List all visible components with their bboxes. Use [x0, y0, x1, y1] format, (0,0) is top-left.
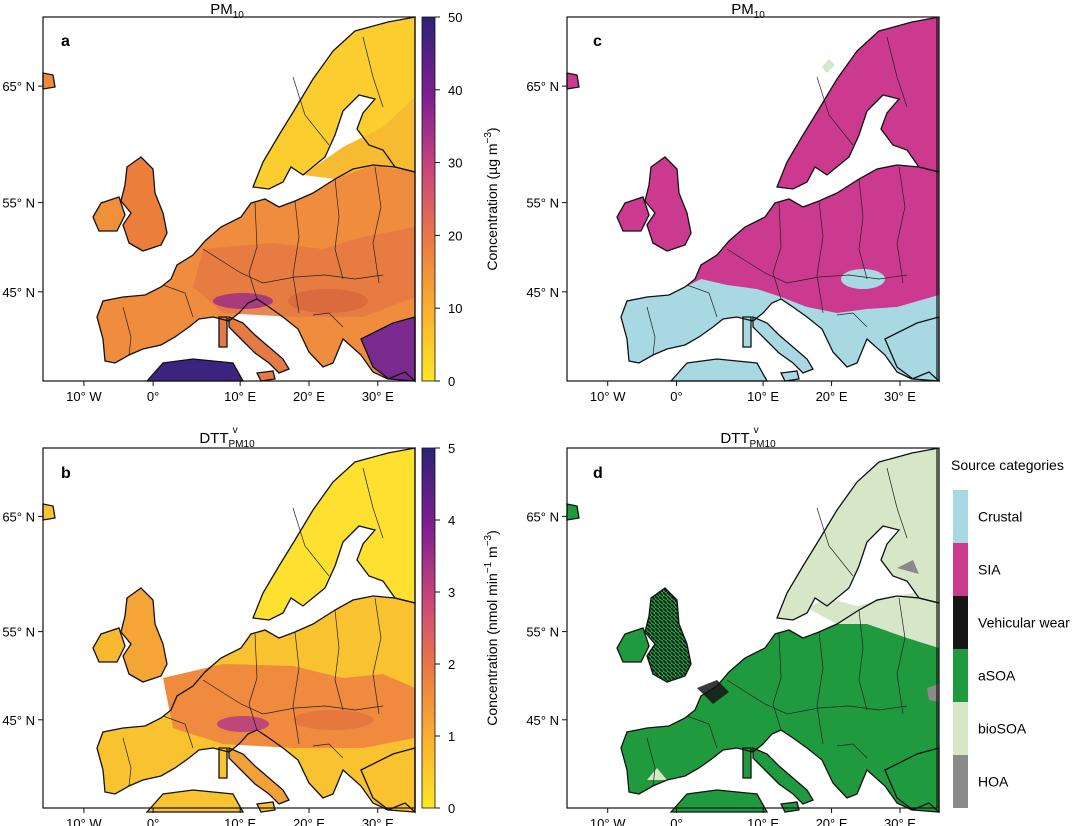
legend-label: Crustal [978, 509, 1022, 525]
colorbar-tick-label: 3 [448, 585, 455, 600]
lat-tick-label-c: 65° N [526, 79, 559, 94]
legend-swatch-sia [953, 543, 968, 596]
lon-tick-label-b: 20° E [293, 816, 325, 826]
lat-tick-label-a: 55° N [2, 196, 35, 211]
map-body-a [43, 17, 415, 381]
legend-title: Source categories [951, 457, 1064, 473]
legend-swatch-crustal [953, 490, 968, 543]
legend-items: Crustal SIA Vehicular wear aSOA bioSOA HOA [953, 490, 1070, 808]
colorbar-pm10-ticks: 0 10 20 30 40 50 [435, 10, 462, 389]
lat-tick-label-a: 65° N [2, 79, 35, 94]
lon-tick-label-b: 30° E [362, 816, 394, 826]
legend-label: bioSOA [978, 721, 1027, 737]
colorbar-tick-label: 2 [448, 657, 455, 672]
map-panel-c: PM10 c [567, 1, 939, 381]
panel-a-title: PM10 [210, 1, 244, 21]
lon-tick-label-a: 20° E [293, 389, 325, 404]
panel-b-title: DTTPM10v [199, 425, 255, 450]
lon-tick-label-a: 30° E [362, 389, 394, 404]
lon-tick-label-a: 0° [147, 389, 159, 404]
legend-swatch-hoa [953, 755, 968, 808]
lat-tick-label-b: 65° N [2, 509, 35, 524]
lat-tick-label-b: 55° N [2, 625, 35, 640]
lat-tick-label-d: 55° N [526, 625, 559, 640]
colorbar-dtt-ramp [421, 447, 436, 809]
map-frame-a [42, 16, 416, 382]
map-panel-b: DTTPM10v b [43, 425, 415, 812]
colorbar-tick-label: 5 [448, 441, 455, 456]
lon-tick-label-c: 20° E [816, 389, 848, 404]
lat-tick-label-c: 45° N [526, 285, 559, 300]
map-frame-b [42, 447, 416, 809]
panel-letter-d: d [593, 465, 603, 482]
panel-d-title: DTTPM10v [720, 425, 776, 450]
lon-tick-label-d: 30° E [884, 816, 916, 826]
lat-tick-label-b: 45° N [2, 713, 35, 728]
map-panel-d: DTTPM10v d [567, 425, 939, 812]
lon-tick-label-b: 10° W [66, 816, 102, 826]
lon-tick-label-b: 10° E [224, 816, 256, 826]
map-panel-a: PM10 a [43, 1, 415, 381]
lon-tick-label-a: 10° W [66, 389, 102, 404]
axis-ticks: 10° W 0° 10° E 20° E 30° E65° N55° N45° N10°… [2, 79, 916, 826]
lat-tick-label-d: 45° N [526, 713, 559, 728]
legend-label: SIA [978, 562, 1001, 578]
map-body-d [567, 448, 939, 812]
map-frame-d [566, 447, 938, 809]
colorbar-pm10-ramp [421, 16, 436, 382]
colorbar-tick-label: 0 [448, 374, 455, 389]
lon-tick-label-d: 0° [670, 816, 682, 826]
lon-tick-label-d: 20° E [816, 816, 848, 826]
legend-label: HOA [978, 774, 1009, 790]
lon-tick-label-a: 10° E [224, 389, 256, 404]
panel-letter-b: b [61, 465, 71, 482]
legend-label: Vehicular wear [978, 615, 1070, 631]
lon-tick-label-c: 10° E [747, 389, 779, 404]
legend-swatch-biosoa [953, 702, 968, 755]
colorbar-tick-label: 50 [448, 10, 462, 25]
panel-c-title: PM10 [731, 1, 765, 21]
lon-tick-label-c: 0° [670, 389, 682, 404]
colorbar-tick-label: 10 [448, 301, 462, 316]
legend-swatch-vehicular-wear [953, 596, 968, 649]
lon-tick-label-c: 10° W [590, 389, 626, 404]
colorbar-tick-label: 4 [448, 513, 455, 528]
colorbar-dtt-ticks: 0 1 2 3 4 5 [435, 441, 455, 816]
colorbar-tick-label: 0 [448, 801, 455, 816]
panel-letter-a: a [61, 33, 70, 50]
legend-label: aSOA [978, 668, 1016, 684]
colorbar-dtt-label: Concentration (nmol min−1 m−3) [483, 530, 500, 726]
lon-tick-label-c: 30° E [884, 389, 916, 404]
map-body-c [567, 17, 939, 381]
lat-tick-label-a: 45° N [2, 285, 35, 300]
map-frame-c [566, 16, 938, 382]
lon-tick-label-d: 10° W [590, 816, 626, 826]
lon-tick-label-d: 10° E [747, 816, 779, 826]
colorbar-tick-label: 1 [448, 729, 455, 744]
colorbar-tick-label: 30 [448, 156, 462, 171]
legend-swatch-asoa [953, 649, 968, 702]
panel-letter-c: c [593, 33, 602, 50]
colorbar-tick-label: 20 [448, 228, 462, 243]
map-body-b [43, 448, 415, 812]
lat-tick-label-c: 55° N [526, 196, 559, 211]
lon-tick-label-b: 0° [147, 816, 159, 826]
source-legend: Source categories Crustal SIA Vehicular we… [951, 457, 1070, 808]
colorbar-tick-label: 40 [448, 83, 462, 98]
colorbar-pm10: 0 10 20 30 40 50 Concentration (µg m−3) [421, 10, 500, 389]
colorbar-dtt: 0 1 2 3 4 5 Concentration (nmol min−1 m−3) [421, 441, 500, 816]
lat-tick-label-d: 65° N [526, 509, 559, 524]
colorbar-pm10-label: Concentration (µg m−3) [483, 127, 500, 270]
